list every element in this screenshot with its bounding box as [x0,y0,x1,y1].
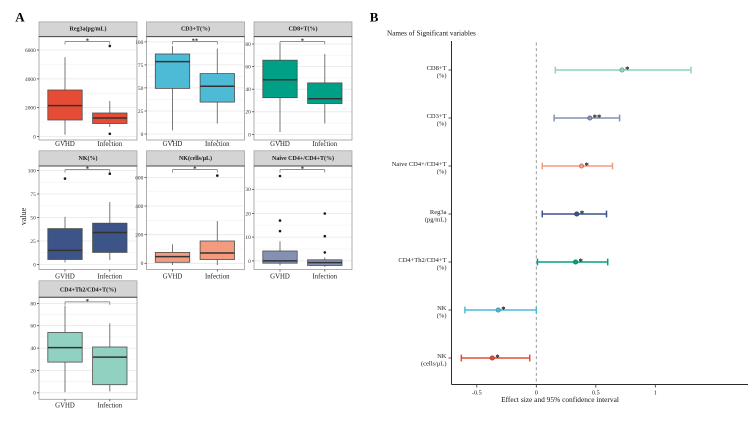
svg-text:value: value [19,207,28,225]
svg-text:*: * [579,256,583,266]
svg-text:*: * [580,208,584,218]
svg-text:Infection: Infection [313,274,338,281]
svg-text:80: 80 [30,301,36,307]
svg-text:*: * [86,38,89,45]
svg-text:60: 60 [30,324,36,330]
svg-text:GVHD: GVHD [55,274,75,281]
svg-text:400: 400 [135,204,143,210]
svg-text:CD3+T(%): CD3+T(%) [181,26,210,33]
svg-text:*: * [86,166,89,173]
svg-text:Infection: Infection [205,141,230,148]
svg-text:CD4+Th2/CD4+T: CD4+Th2/CD4+T [398,257,446,264]
svg-text:50: 50 [138,86,144,92]
svg-text:NK: NK [437,305,447,312]
svg-text:(%): (%) [437,312,447,319]
svg-text:600: 600 [135,175,143,181]
svg-text:0: 0 [248,259,251,265]
svg-text:*: * [86,298,89,305]
svg-text:0: 0 [535,390,538,397]
svg-text:NK(cells/μL): NK(cells/μL) [179,155,212,162]
svg-text:25: 25 [138,109,144,115]
svg-text:Infection: Infection [98,274,123,281]
svg-text:100: 100 [135,40,143,46]
svg-text:40: 40 [245,87,251,93]
svg-text:20: 20 [245,211,251,217]
svg-text:25: 25 [30,239,36,245]
svg-text:(%): (%) [437,120,447,127]
svg-text:(%): (%) [437,72,447,79]
svg-text:Infection: Infection [98,403,123,410]
svg-text:20: 20 [245,110,251,116]
svg-text:Naive CD4+/CD4+T: Naive CD4+/CD4+T [392,161,447,168]
svg-text:1: 1 [654,390,657,397]
svg-text:200: 200 [135,233,143,239]
svg-text:2000: 2000 [25,106,36,112]
svg-text:GVHD: GVHD [270,274,290,281]
svg-text:30: 30 [245,187,251,193]
svg-text:Naive CD4+/CD4+T(%): Naive CD4+/CD4+T(%) [272,155,334,162]
svg-text:CD3+T: CD3+T [427,113,447,120]
svg-text:Infection: Infection [98,141,123,148]
svg-text:Infection: Infection [313,141,338,148]
svg-text:50: 50 [30,215,36,221]
svg-text:*: * [301,166,304,173]
svg-text:CD8+T(%): CD8+T(%) [288,26,317,33]
svg-text:(pg/mL): (pg/mL) [425,216,447,223]
svg-text:6000: 6000 [25,48,36,54]
svg-text:*: * [495,352,499,362]
svg-text:Reg3a: Reg3a [430,209,447,216]
svg-text:0: 0 [33,135,36,141]
svg-text:0: 0 [141,261,144,267]
svg-text:-0.5: -0.5 [472,390,482,397]
svg-text:*: * [501,304,505,314]
svg-text:20: 20 [30,368,36,374]
svg-text:100: 100 [28,168,36,174]
svg-text:Infection: Infection [205,274,230,281]
svg-text:80: 80 [245,42,251,48]
svg-text:**: ** [192,38,199,45]
svg-text:CD4+Th2/CD4+T(%): CD4+Th2/CD4+T(%) [60,286,116,293]
svg-text:B: B [370,10,379,25]
svg-text:Reg3a(pg/mL): Reg3a(pg/mL) [70,26,107,33]
svg-text:CD8+T: CD8+T [427,65,447,72]
svg-text:GVHD: GVHD [163,274,183,281]
svg-text:NK(%): NK(%) [79,155,98,162]
svg-text:60: 60 [245,65,251,71]
svg-text:10: 10 [245,235,251,241]
svg-text:*: * [301,38,304,45]
svg-text:*: * [193,166,196,173]
svg-text:(%): (%) [437,264,447,271]
svg-text:(cells/μL): (cells/μL) [421,360,447,367]
svg-text:Names of Significant variables: Names of Significant variables [387,30,476,38]
svg-text:0: 0 [33,391,36,397]
svg-text:**: ** [593,112,602,122]
svg-text:0.5: 0.5 [592,390,600,397]
svg-text:(%): (%) [437,168,447,175]
svg-text:0: 0 [141,132,144,138]
svg-text:*: * [585,160,589,170]
svg-text:*: * [625,64,629,74]
svg-text:75: 75 [30,192,36,198]
svg-text:GVHD: GVHD [55,403,75,410]
svg-text:Effect size and 95% confidence: Effect size and 95% confidence interval [501,395,619,404]
svg-text:0: 0 [248,132,251,138]
svg-text:A: A [15,10,25,25]
svg-text:NK: NK [437,353,447,360]
svg-text:0: 0 [33,262,36,268]
svg-text:GVHD: GVHD [270,141,290,148]
svg-text:GVHD: GVHD [163,141,183,148]
svg-text:4000: 4000 [25,77,36,83]
svg-text:40: 40 [30,346,36,352]
svg-text:GVHD: GVHD [55,141,75,148]
svg-text:75: 75 [138,63,144,69]
